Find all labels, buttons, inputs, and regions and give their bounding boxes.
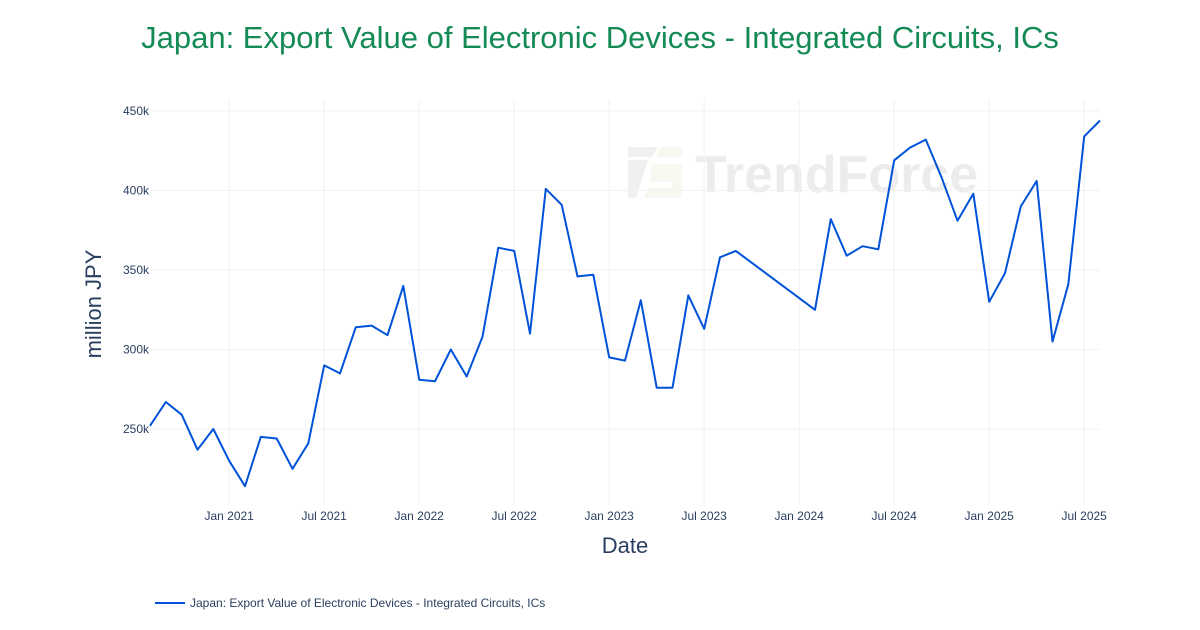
data-point[interactable] [353,324,359,330]
data-point[interactable] [844,253,850,259]
data-point[interactable] [448,347,454,353]
data-point[interactable] [685,292,691,298]
data-point[interactable] [701,326,707,332]
data-point[interactable] [210,426,216,432]
data-point[interactable] [337,370,343,376]
data-point[interactable] [654,385,660,391]
y-axis-title: million JPY [81,249,106,358]
data-point[interactable] [1018,203,1024,209]
data-point[interactable] [321,362,327,368]
data-point[interactable] [369,323,375,329]
data-point[interactable] [543,186,549,192]
data-point[interactable] [907,145,913,151]
data-point[interactable] [511,248,517,254]
svg-text:TrendForce: TrendForce [695,146,978,204]
data-point[interactable] [638,297,644,303]
x-tick-label: Jan 2022 [394,509,444,523]
chart-title: Japan: Export Value of Electronic Device… [141,20,1059,55]
x-tick-label: Jan 2024 [774,509,824,523]
data-point[interactable] [1081,133,1087,139]
data-point[interactable] [226,458,232,464]
data-point[interactable] [717,254,723,260]
data-point[interactable] [274,436,280,442]
data-point[interactable] [480,334,486,340]
y-tick-label: 400k [123,184,150,198]
data-point[interactable] [860,243,866,249]
data-point[interactable] [891,157,897,163]
x-axis-title: Date [602,533,648,558]
data-point[interactable] [416,377,422,383]
legend-swatch [155,602,185,604]
data-point[interactable] [733,248,739,254]
data-point[interactable] [464,374,470,380]
trendforce-watermark: TrendForce [628,146,978,204]
data-point[interactable] [305,440,311,446]
data-point[interactable] [195,447,201,453]
data-point[interactable] [606,354,612,360]
data-point[interactable] [575,273,581,279]
series-line [149,119,1101,488]
x-tick-label: Jul 2025 [1061,509,1107,523]
data-point[interactable] [970,191,976,197]
data-point[interactable] [875,246,881,252]
data-point[interactable] [179,412,185,418]
data-point[interactable] [828,216,834,222]
data-point[interactable] [290,466,296,472]
data-point[interactable] [1097,118,1103,124]
x-tick-label: Jul 2022 [491,509,537,523]
data-point[interactable] [939,175,945,181]
data-point[interactable] [1034,178,1040,184]
x-tick-label: Jan 2021 [204,509,254,523]
data-point[interactable] [812,307,818,313]
data-point[interactable] [495,245,501,251]
data-point[interactable] [147,423,153,429]
x-tick-label: Jul 2023 [681,509,727,523]
data-point[interactable] [242,483,248,489]
y-tick-label: 350k [123,263,150,277]
data-point[interactable] [1002,270,1008,276]
x-tick-label: Jan 2023 [584,509,634,523]
data-point[interactable] [590,272,596,278]
y-tick-label: 450k [123,104,150,118]
data-point[interactable] [559,202,565,208]
x-tick-label: Jan 2025 [964,509,1014,523]
data-point[interactable] [986,299,992,305]
data-point[interactable] [622,358,628,364]
data-point[interactable] [400,283,406,289]
data-point[interactable] [670,385,676,391]
data-point[interactable] [1050,339,1056,345]
y-tick-label: 300k [123,343,150,357]
data-point[interactable] [923,137,929,143]
data-point[interactable] [385,332,391,338]
legend-label: Japan: Export Value of Electronic Device… [190,596,546,610]
x-tick-label: Jul 2021 [301,509,347,523]
y-tick-label: 250k [123,422,150,436]
data-point[interactable] [163,399,169,405]
data-point[interactable] [432,378,438,384]
data-point[interactable] [955,218,961,224]
legend[interactable]: Japan: Export Value of Electronic Device… [155,596,545,610]
data-point[interactable] [527,331,533,337]
x-tick-label: Jul 2024 [871,509,917,523]
data-point[interactable] [1065,281,1071,287]
data-point[interactable] [258,434,264,440]
